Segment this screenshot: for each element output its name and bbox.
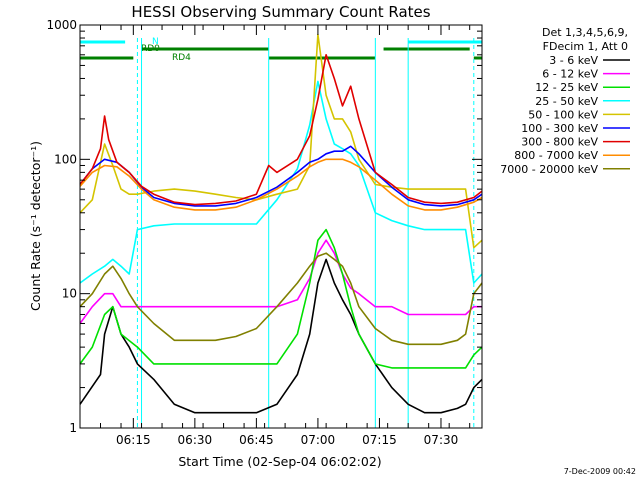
plot-frame [79, 24, 483, 429]
legend-header-line2: FDecim 1, Att 0 [543, 40, 628, 53]
x-tick-label: 06:15 [116, 433, 151, 447]
legend-entry-label: 300 - 800 keV [521, 136, 598, 149]
y-axis-label: Count Rate (s⁻¹ detector⁻¹) [28, 141, 43, 311]
x-axis-label: Start Time (02-Sep-04 06:02:02) [178, 454, 381, 469]
series-line [79, 33, 483, 249]
legend-entry-label: 6 - 12 keV [542, 68, 598, 81]
legend-entry-label: 7000 - 20000 keV [500, 163, 598, 176]
x-tick-label: 06:30 [178, 433, 213, 447]
series-line [79, 252, 483, 346]
series-line [79, 239, 482, 324]
x-tick-label: 07:30 [424, 433, 459, 447]
legend: Det 1,3,4,5,6,9, FDecim 1, Att 0 3 - 6 k… [500, 26, 630, 176]
x-tick-label: 06:45 [239, 433, 274, 447]
attenuator-bar-label: N [152, 37, 159, 47]
attenuator-bar-label: RD4 [172, 53, 191, 63]
x-tick-label: 07:15 [362, 433, 397, 447]
legend-entry-label: 25 - 50 keV [535, 95, 598, 108]
legend-entry-label: 3 - 6 keV [549, 54, 598, 67]
axis-ticks: 1 10 100 1000 06:15 06:30 06:45 07:00 07:15 07:30 [46, 18, 482, 447]
event-markers [79, 38, 475, 428]
legend-entry-label: 100 - 300 keV [521, 122, 598, 135]
legend-header-line1: Det 1,3,4,5,6,9, [542, 26, 628, 39]
series-line [79, 158, 483, 211]
chart-title: HESSI Observing Summary Count Rates [131, 3, 430, 21]
series-line [79, 228, 483, 369]
y-tick-label: 1000 [46, 18, 77, 32]
series-lines [79, 33, 483, 414]
series-line [79, 53, 483, 206]
footer-timestamp: 7-Dec-2009 00:42 [564, 467, 636, 476]
legend-entry-label: 50 - 100 keV [528, 108, 598, 121]
legend-entry-label: 800 - 7000 keV [514, 149, 598, 162]
y-tick-label: 1 [69, 421, 77, 435]
x-tick-label: 07:00 [301, 433, 336, 447]
y-tick-label: 100 [54, 152, 77, 166]
series-line [79, 80, 483, 284]
attenuator-bar-label: RD0 [141, 44, 160, 54]
series-line [79, 258, 483, 414]
series-line [79, 145, 483, 207]
y-tick-label: 10 [62, 287, 77, 301]
legend-entry-label: 12 - 25 keV [535, 81, 598, 94]
